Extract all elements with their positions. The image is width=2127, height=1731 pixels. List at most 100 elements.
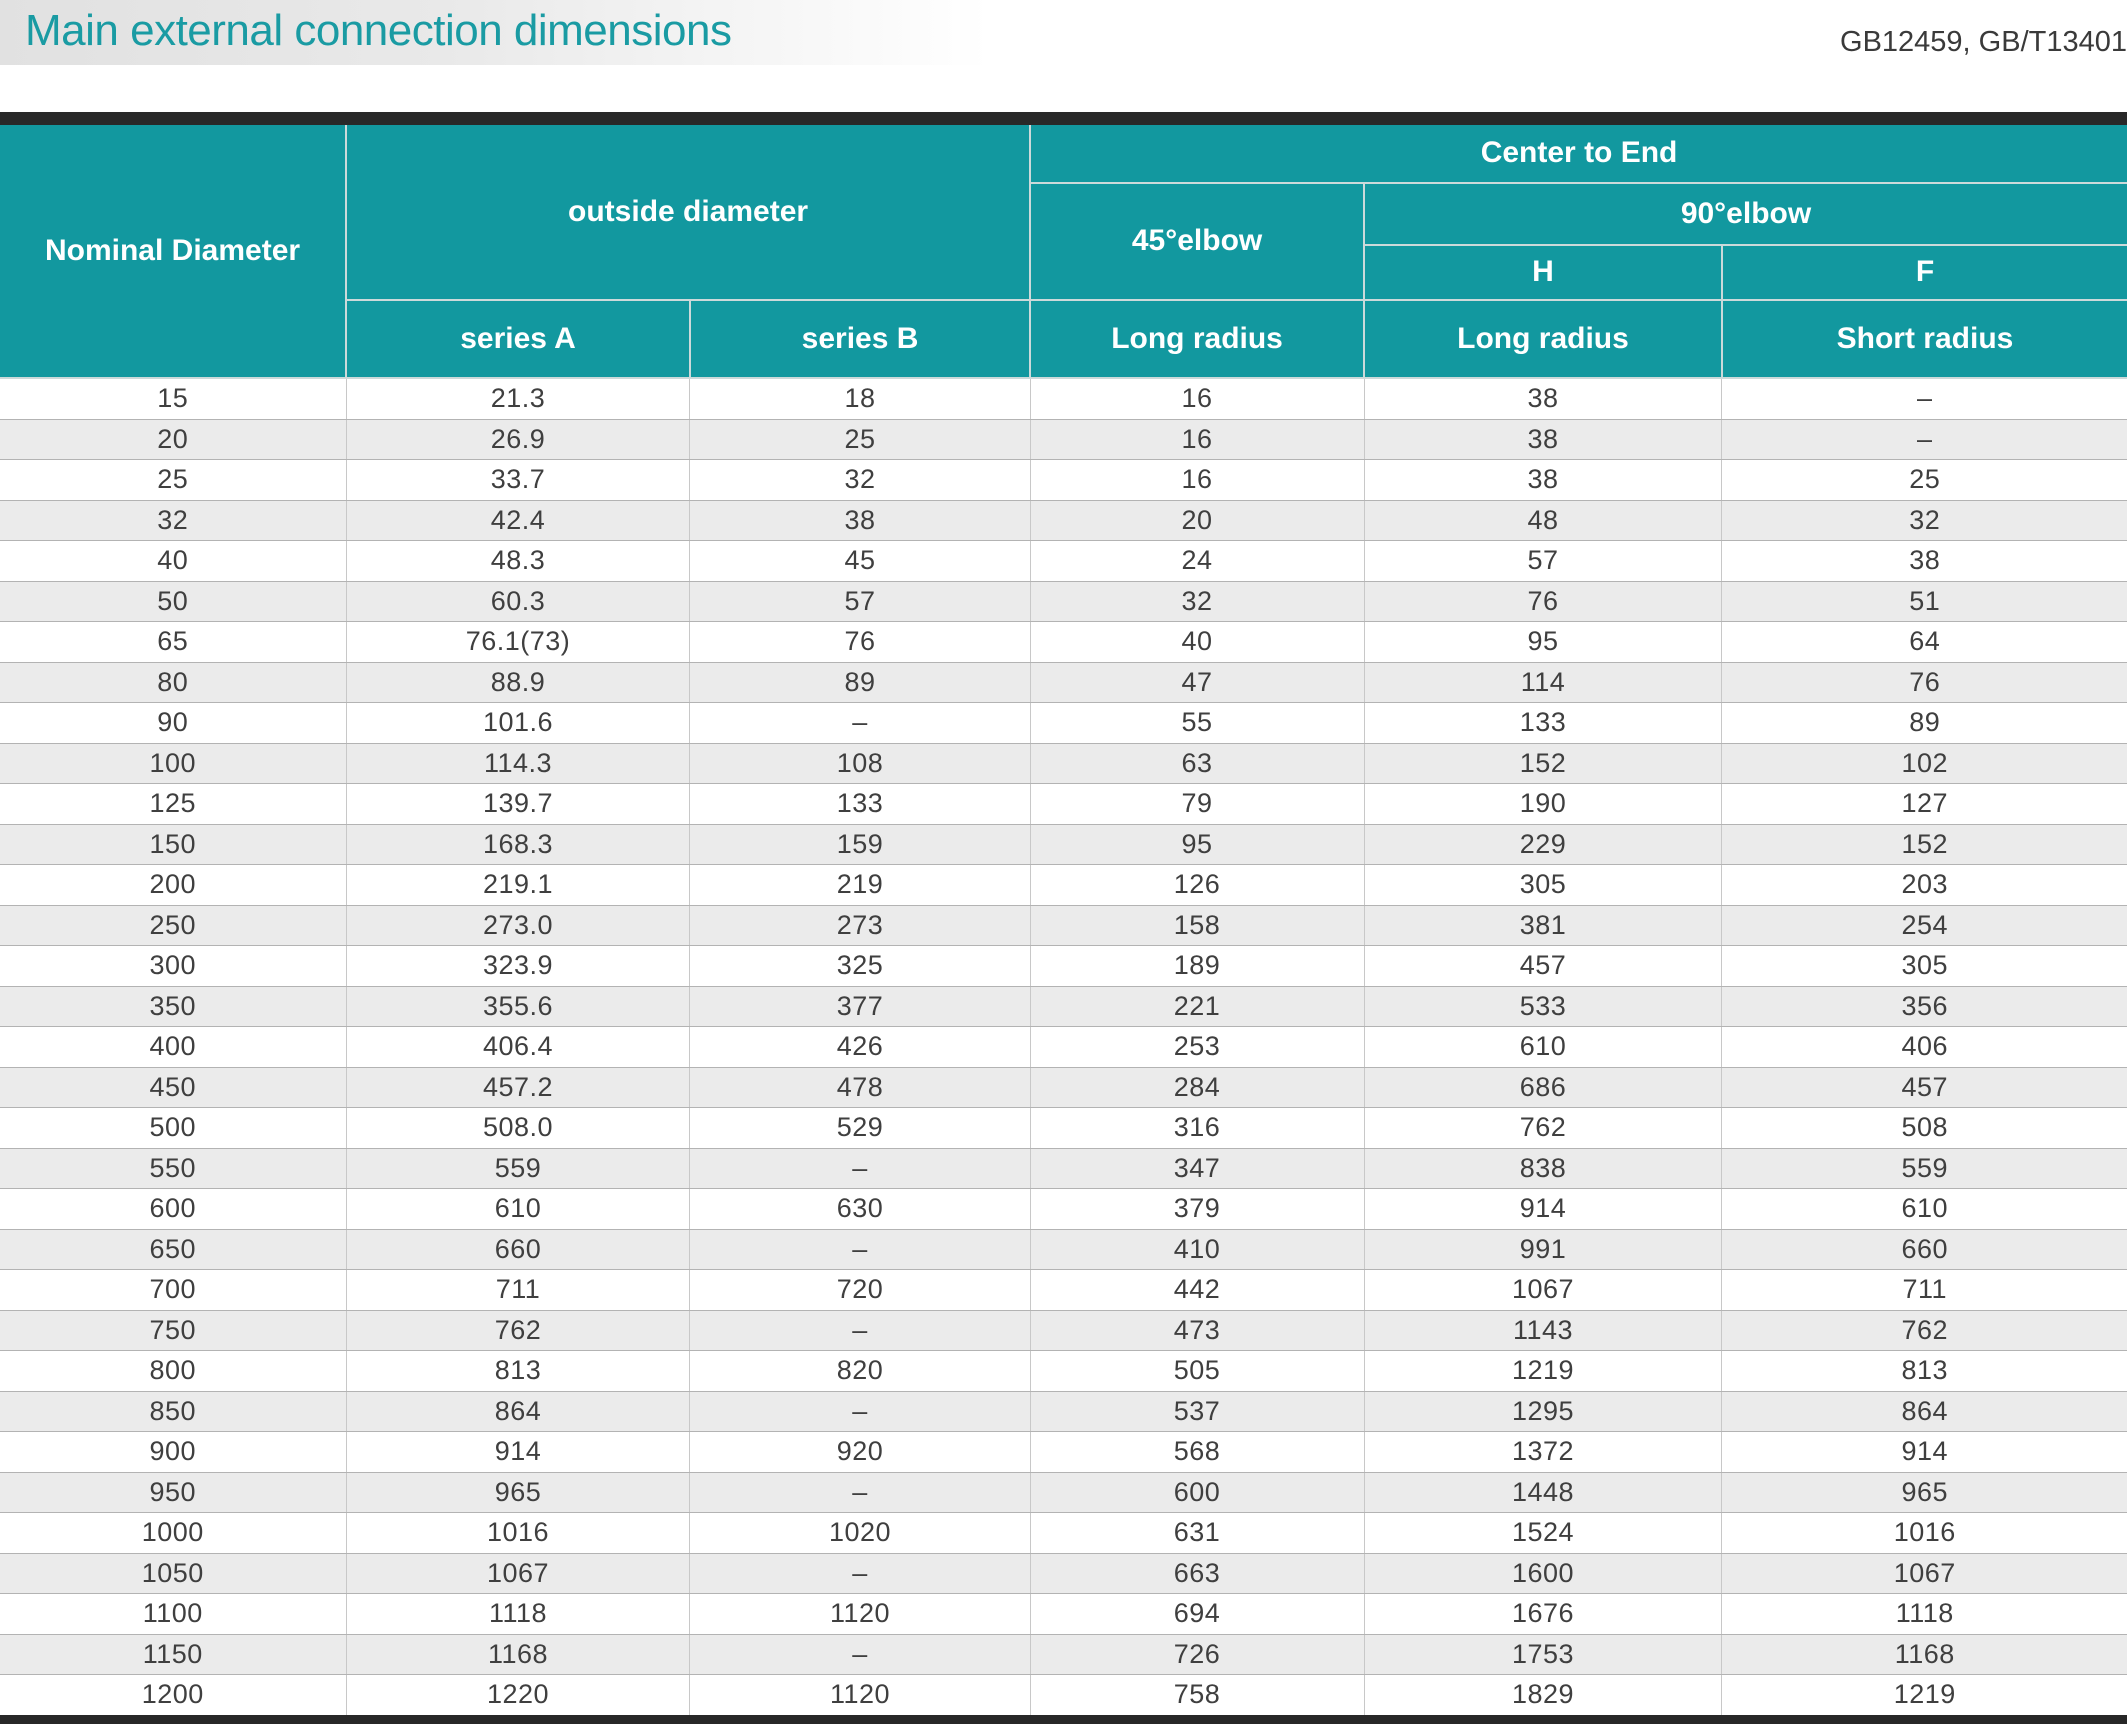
- cell: 25: [0, 459, 347, 501]
- cell: 1020: [689, 1512, 1031, 1554]
- table-row: 1100 1118 1120 694 1676 1118: [0, 1593, 2127, 1635]
- cell: –: [689, 1228, 1031, 1270]
- cell: 762: [1363, 1107, 1723, 1149]
- cell: 200: [0, 864, 347, 906]
- table-row: 900 914 920 568 1372 914: [0, 1431, 2127, 1473]
- cell: 133: [689, 783, 1031, 825]
- cell: 325: [689, 945, 1031, 987]
- table-row: 15 21.3 18 16 38–: [0, 377, 2127, 420]
- cell: 38: [1363, 377, 1723, 420]
- standards-reference: GB12459, GB/T13401: [1840, 26, 2127, 58]
- cell: 508.0: [345, 1107, 691, 1149]
- dimensions-table: Nominal Diameter outside diameter Center…: [0, 124, 2127, 1715]
- cell: 838: [1363, 1147, 1723, 1189]
- cell: 426: [689, 1026, 1031, 1068]
- cell: 114: [1363, 661, 1723, 703]
- cell: 631: [1029, 1512, 1365, 1554]
- cell: 630: [689, 1188, 1031, 1230]
- cell: 95: [1029, 823, 1365, 865]
- cell: 694: [1029, 1593, 1365, 1635]
- cell: 76: [1721, 661, 2127, 703]
- table-row: 40 48.3 45 24 57 38: [0, 540, 2127, 582]
- cell: 600: [1029, 1471, 1365, 1513]
- cell: 406.4: [345, 1026, 691, 1068]
- cell: 158: [1029, 904, 1365, 946]
- cell: 40: [1029, 621, 1365, 663]
- table-row: 350 355.6 377 221 533 356: [0, 985, 2127, 1027]
- cell: 478: [689, 1066, 1031, 1108]
- cell: 152: [1363, 742, 1723, 784]
- header-series-b: series B: [688, 299, 1032, 379]
- cell: 139.7: [345, 783, 691, 825]
- cell: 1219: [1363, 1350, 1723, 1392]
- cell: 33.7: [345, 459, 691, 501]
- cell: 379: [1029, 1188, 1365, 1230]
- cell: 1067: [1363, 1269, 1723, 1311]
- cell: 25: [689, 418, 1031, 460]
- table-row: 700 711 720 442 1067 711: [0, 1269, 2127, 1311]
- cell: 660: [1721, 1228, 2127, 1270]
- cell: 1372: [1363, 1431, 1723, 1473]
- cell: 1448: [1363, 1471, 1723, 1513]
- cell: 610: [345, 1188, 691, 1230]
- cell: 650: [0, 1228, 347, 1270]
- cell: 32: [1721, 499, 2127, 541]
- cell: 57: [689, 580, 1031, 622]
- cell: 711: [1721, 1269, 2127, 1311]
- cell: 457: [1363, 945, 1723, 987]
- cell: –: [1721, 418, 2127, 460]
- table-row: 50 60.3 57 32 76 51: [0, 580, 2127, 622]
- cell: 500: [0, 1107, 347, 1149]
- cell: 133: [1363, 702, 1723, 744]
- cell: 950: [0, 1471, 347, 1513]
- table-row: 650 660–410 991 660: [0, 1228, 2127, 1270]
- cell: 762: [345, 1309, 691, 1351]
- cell: 820: [689, 1350, 1031, 1392]
- cell: 965: [345, 1471, 691, 1513]
- cell: 900: [0, 1431, 347, 1473]
- cell: 410: [1029, 1228, 1365, 1270]
- cell: 550: [0, 1147, 347, 1189]
- cell: 65: [0, 621, 347, 663]
- cell: 1067: [1721, 1552, 2127, 1594]
- cell: 64: [1721, 621, 2127, 663]
- cell: 108: [689, 742, 1031, 784]
- cell: –: [689, 1147, 1031, 1189]
- cell: 42.4: [345, 499, 691, 541]
- cell: 1829: [1363, 1674, 1723, 1715]
- cell: 51: [1721, 580, 2127, 622]
- cell: 762: [1721, 1309, 2127, 1351]
- cell: 50: [0, 580, 347, 622]
- cell: 114.3: [345, 742, 691, 784]
- cell: 1067: [345, 1552, 691, 1594]
- cell: 473: [1029, 1309, 1365, 1351]
- table-row: 65 76.1(73) 76 40 95 64: [0, 621, 2127, 663]
- cell: 32: [0, 499, 347, 541]
- cell: 60.3: [345, 580, 691, 622]
- cell: 305: [1363, 864, 1723, 906]
- table-row: 150 168.3 159 95 229 152: [0, 823, 2127, 865]
- cell: 229: [1363, 823, 1723, 865]
- table-row: 850 864–537 1295 864: [0, 1390, 2127, 1432]
- cell: 316: [1029, 1107, 1365, 1149]
- cell: 1168: [1721, 1633, 2127, 1675]
- cell: 1120: [689, 1593, 1031, 1635]
- cell: 533: [1363, 985, 1723, 1027]
- cell: 758: [1029, 1674, 1365, 1715]
- cell: 190: [1363, 783, 1723, 825]
- cell: 21.3: [345, 377, 691, 420]
- cell: 991: [1363, 1228, 1723, 1270]
- cell: 347: [1029, 1147, 1365, 1189]
- cell: 76: [1363, 580, 1723, 622]
- cell: 450: [0, 1066, 347, 1108]
- cell: 219: [689, 864, 1031, 906]
- header-nominal-diameter: Nominal Diameter: [0, 124, 348, 379]
- header-center-to-end: Center to End: [1029, 124, 2127, 184]
- cell: 850: [0, 1390, 347, 1432]
- cell: 864: [1721, 1390, 2127, 1432]
- cell: 686: [1363, 1066, 1723, 1108]
- cell: 323.9: [345, 945, 691, 987]
- cell: 355.6: [345, 985, 691, 1027]
- cell: 529: [689, 1107, 1031, 1149]
